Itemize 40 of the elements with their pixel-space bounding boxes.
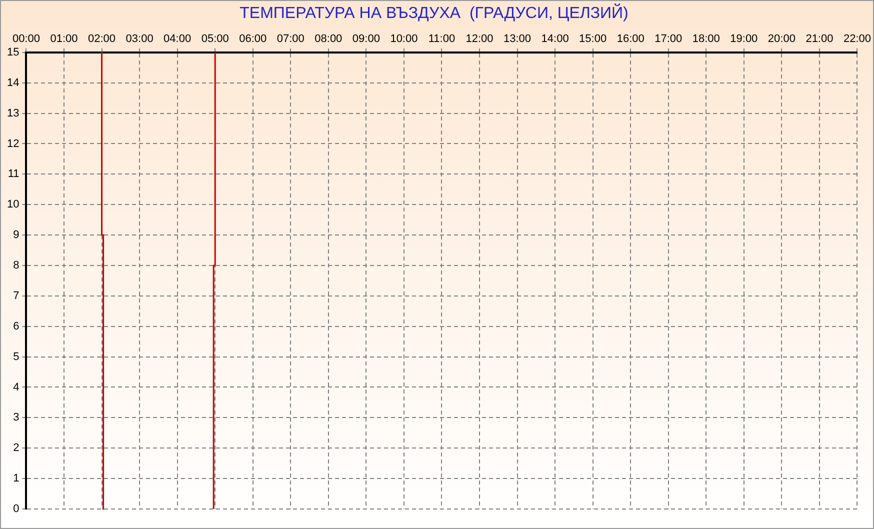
x-tick-label: 16:00 (616, 32, 644, 45)
y-tick-label: 11 (8, 168, 20, 180)
y-tick-label: 0 (13, 503, 20, 516)
x-tick-label: 19:00 (730, 32, 758, 45)
x-tick-label: 12:00 (466, 32, 494, 45)
x-tick-label: 00:00 (12, 32, 40, 45)
x-tick-label: 05:00 (201, 32, 229, 45)
x-tick-label: 07:00 (276, 32, 304, 45)
x-tick-label: 21:00 (806, 32, 834, 45)
x-tick-label: 20:00 (768, 32, 796, 45)
y-tick-label: 1 (13, 472, 20, 485)
y-tick-label: 5 (13, 350, 20, 363)
y-tick-label: 4 (13, 381, 20, 394)
x-tick-label: 11:00 (428, 32, 456, 45)
y-tick-label: 7 (13, 290, 20, 302)
x-tick-label: 06:00 (239, 32, 267, 45)
y-tick-label: 12 (6, 138, 20, 150)
y-tick-label: 13 (6, 107, 20, 120)
x-tick-label: 13:00 (504, 32, 532, 45)
chart-title: ТЕМПЕРАТУРА НА ВЪЗДУХА (ГРАДУСИ, ЦЕЛЗИЙ) (240, 3, 628, 22)
x-tick-label: 09:00 (352, 32, 380, 45)
x-tick-label: 01:00 (50, 32, 78, 45)
y-tick-label: 2 (13, 442, 20, 454)
x-tick-label: 03:00 (126, 32, 154, 45)
y-tick-label: 9 (13, 229, 20, 242)
x-tick-label: 08:00 (314, 32, 342, 45)
x-tick-label: 02:00 (88, 32, 116, 45)
x-tick-label: 10:00 (390, 32, 418, 45)
x-tick-label: 18:00 (692, 32, 720, 45)
x-tick-label: 17:00 (654, 32, 682, 45)
x-tick-label: 22:00 (843, 32, 871, 45)
y-tick-label: 14 (6, 76, 20, 89)
y-tick-label: 15 (6, 46, 20, 58)
y-tick-label: 10 (6, 198, 20, 211)
y-tick-label: 6 (13, 320, 20, 332)
x-tick-label: 14:00 (541, 32, 569, 45)
y-tick-label: 3 (13, 412, 20, 424)
x-tick-label: 04:00 (164, 32, 192, 45)
y-tick-label: 8 (13, 260, 20, 272)
x-tick-label: 15:00 (579, 32, 607, 45)
